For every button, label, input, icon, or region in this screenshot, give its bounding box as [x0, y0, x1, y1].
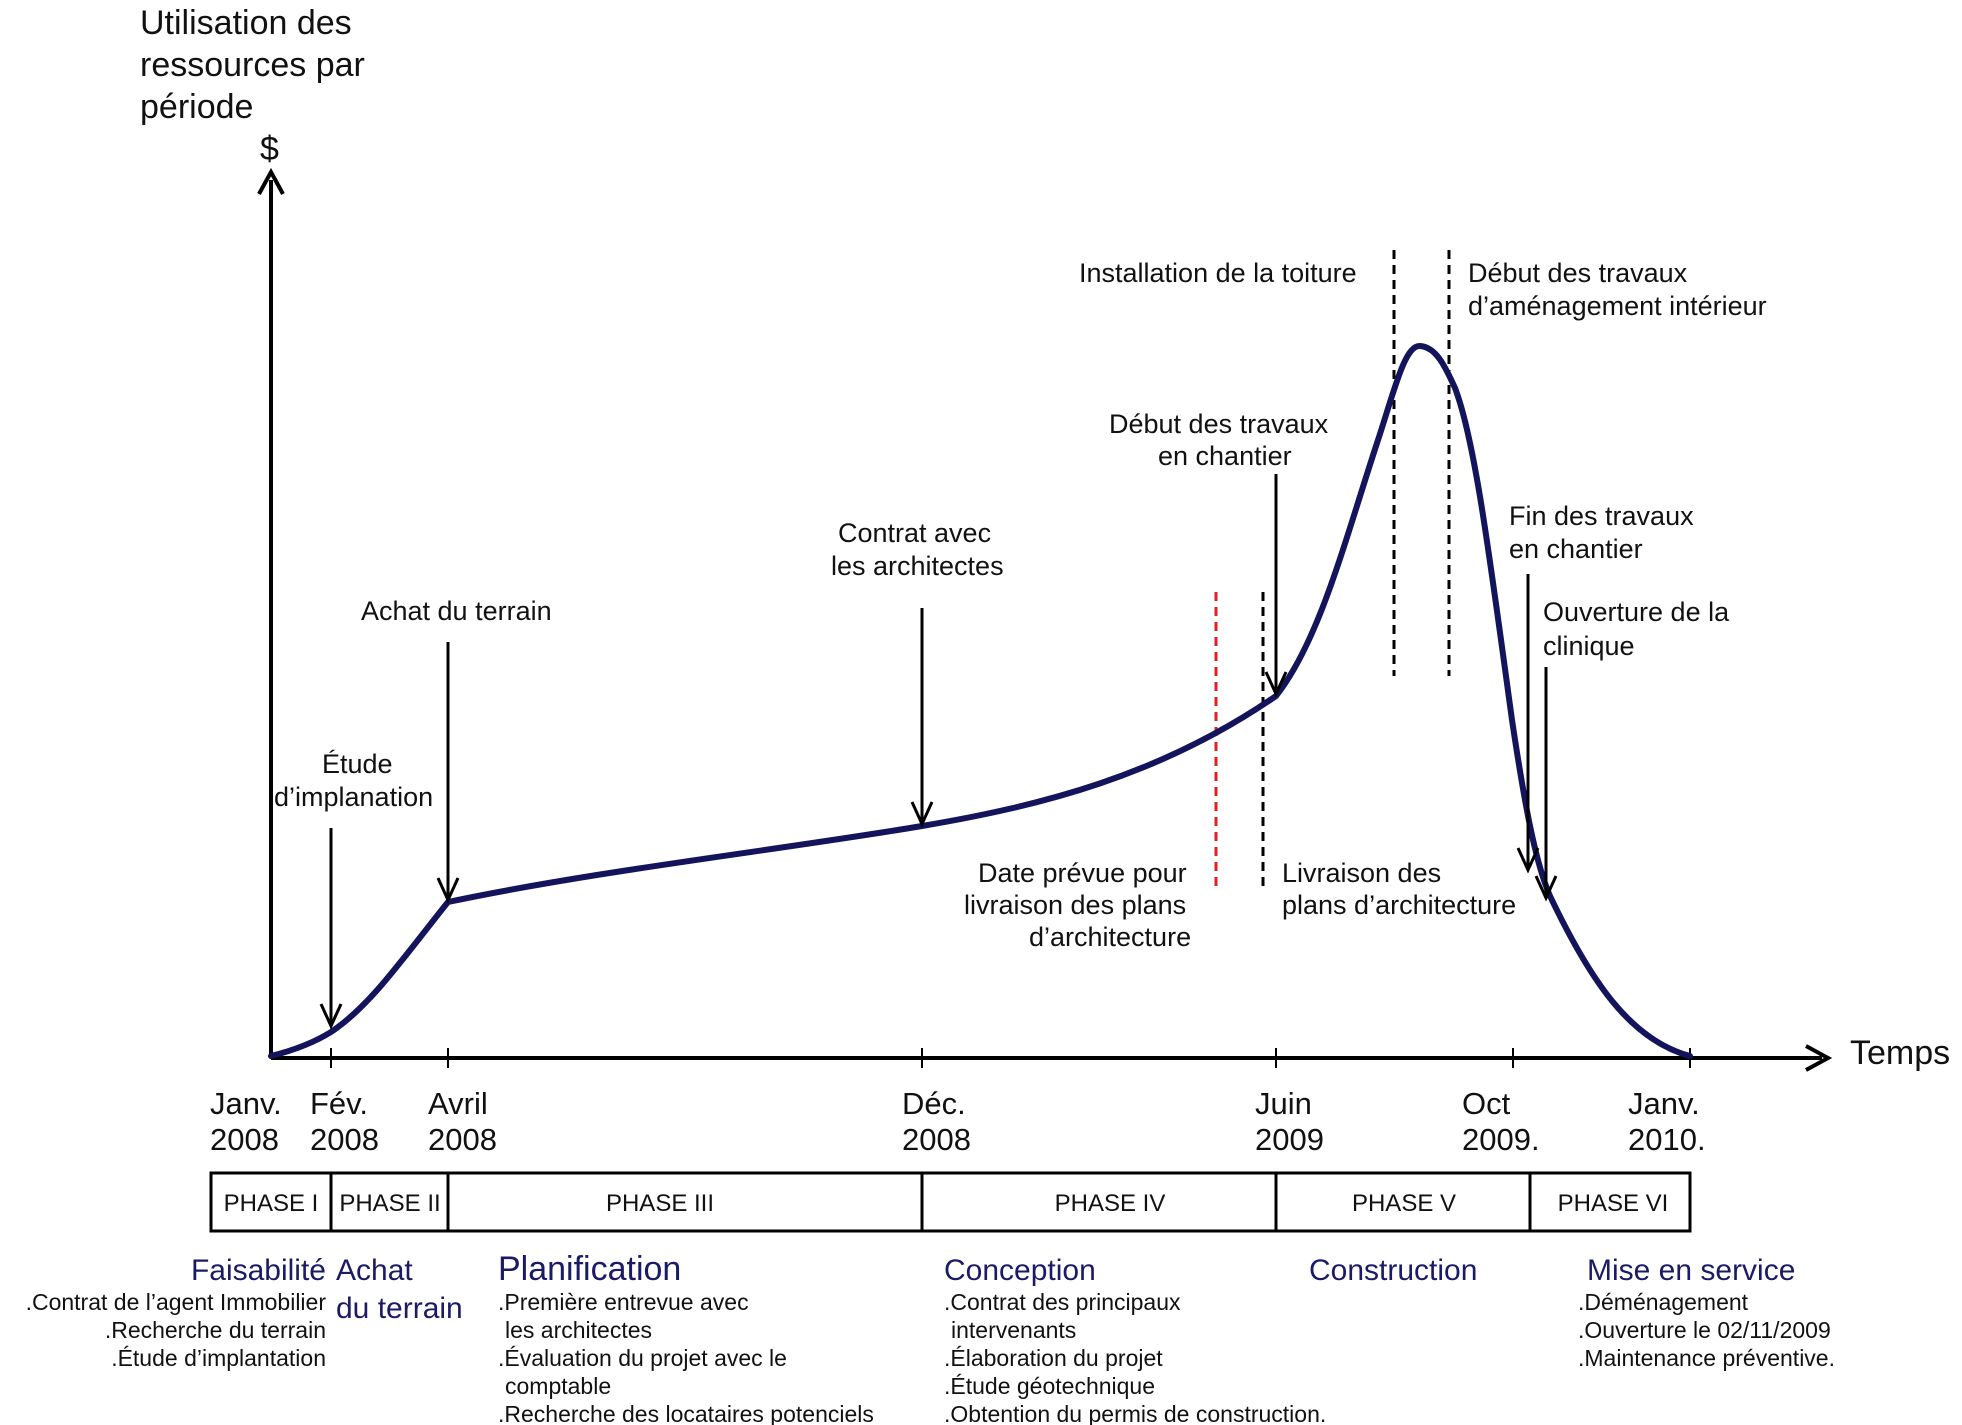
tick-label-1-month: Janv. — [210, 1086, 282, 1121]
planification-item-4: comptable — [505, 1373, 611, 1399]
tick-label-6-month: Oct — [1462, 1086, 1511, 1121]
mise-en-service-item-2: .Ouverture le 02/11/2009 — [1578, 1317, 1831, 1343]
phase-title-planification: Planification — [498, 1250, 681, 1288]
phase-label-5: PHASE V — [1352, 1190, 1456, 1217]
arrow-ouverture-head — [1534, 875, 1558, 902]
tick-label-4-year: 2008 — [902, 1122, 971, 1157]
annotation-contrat-2: les architectes — [831, 551, 1004, 581]
faisabilite-item-3: .Étude d’implantation — [111, 1345, 326, 1371]
annotation-fin-chantier-2: en chantier — [1509, 534, 1643, 564]
tick-label-2-month: Fév. — [310, 1086, 368, 1121]
mise-en-service-item-3: .Maintenance préventive. — [1578, 1345, 1835, 1371]
planification-item-5: .Recherche des locataires potenciels — [498, 1401, 874, 1425]
annotation-ouverture-1: Ouverture de la — [1543, 597, 1730, 627]
resource-curve — [268, 343, 1693, 1059]
planification-item-2: les architectes — [505, 1317, 652, 1343]
tick-label-5-month: Juin — [1255, 1086, 1312, 1121]
tick-label-2-year: 2008 — [310, 1122, 379, 1157]
annotation-achat: Achat du terrain — [361, 596, 552, 626]
tick-label-5-year: 2009 — [1255, 1122, 1324, 1157]
event-arrows — [319, 474, 1558, 1030]
phase-title-achat-2: du terrain — [336, 1292, 463, 1325]
annotation-toiture: Installation de la toiture — [1079, 258, 1357, 288]
arrow-fin-chantier-head — [1516, 847, 1540, 874]
annotation-etude-1: Étude — [322, 749, 393, 779]
conception-item-2: intervenants — [951, 1317, 1076, 1343]
annotation-debut-chantier-2: en chantier — [1158, 441, 1292, 471]
annotation-date-prevue-2: livraison des plans — [964, 890, 1186, 920]
annotation-fin-chantier-1: Fin des travaux — [1509, 501, 1694, 531]
x-axis-arrow — [1805, 1044, 1833, 1072]
phase-label-3: PHASE III — [606, 1190, 714, 1217]
y-axis-arrow — [257, 167, 285, 195]
arrow-debut-chantier-head — [1264, 671, 1288, 698]
faisabilite-item-2: .Recherche du terrain — [105, 1317, 326, 1343]
x-ticks — [330, 1048, 1691, 1068]
conception-item-3: .Élaboration du projet — [944, 1345, 1163, 1371]
phase-title-achat-1: Achat — [336, 1254, 413, 1287]
y-axis-title-line-1: Utilisation des — [140, 4, 352, 42]
arrow-contrat-head — [910, 801, 934, 828]
tick-label-7-year: 2010. — [1628, 1122, 1706, 1157]
planification-item-3: .Évaluation du projet avec le — [498, 1345, 787, 1371]
tick-label-3-month: Avril — [428, 1086, 488, 1121]
phase-title-mise-en-service: Mise en service — [1587, 1254, 1795, 1287]
y-axis-title-line-2: ressources par — [140, 46, 365, 84]
annotation-date-prevue-3: d’architecture — [1029, 922, 1191, 952]
x-axis-title: Temps — [1850, 1034, 1950, 1072]
y-axis-unit: $ — [260, 130, 279, 168]
annotation-etude-2: d’implanation — [274, 782, 433, 812]
tick-label-6-year: 2009. — [1462, 1122, 1540, 1157]
phase-title-conception: Conception — [944, 1254, 1096, 1287]
phase-label-1: PHASE I — [224, 1190, 319, 1217]
conception-item-4: .Étude géotechnique — [944, 1373, 1155, 1399]
planification-item-1: .Première entrevue avec — [498, 1289, 749, 1315]
phase-label-6: PHASE VI — [1558, 1190, 1669, 1217]
annotation-livraison-2: plans d’architecture — [1282, 890, 1516, 920]
faisabilite-item-1: .Contrat de l’agent Immobilier — [26, 1289, 327, 1315]
conception-item-1: .Contrat des principaux — [944, 1289, 1181, 1315]
annotation-amenagement-2: d’aménagement intérieur — [1468, 291, 1767, 321]
tick-label-4-month: Déc. — [902, 1086, 966, 1121]
phase-title-faisabilite: Faisabilité — [191, 1254, 326, 1287]
tick-label-7-month: Janv. — [1628, 1086, 1700, 1121]
annotation-date-prevue-1: Date prévue pour — [978, 858, 1187, 888]
annotation-amenagement-1: Début des travaux — [1468, 258, 1688, 288]
annotation-ouverture-2: clinique — [1543, 631, 1635, 661]
arrow-achat-head — [436, 877, 460, 904]
phase-label-4: PHASE IV — [1055, 1190, 1166, 1217]
y-axis-title-line-3: période — [140, 88, 253, 126]
phase-bar-frame — [209, 1171, 1692, 1233]
annotation-contrat-1: Contrat avec — [838, 518, 991, 548]
phase-title-construction: Construction — [1309, 1254, 1477, 1287]
phase-label-2: PHASE II — [339, 1190, 440, 1217]
mise-en-service-item-1: .Déménagement — [1578, 1289, 1749, 1315]
conception-item-5: .Obtention du permis de construction. — [944, 1401, 1326, 1425]
tick-label-1-year: 2008 — [210, 1122, 279, 1157]
annotation-debut-chantier-1: Début des travaux — [1109, 409, 1329, 439]
tick-label-3-year: 2008 — [428, 1122, 497, 1157]
phase-bar: PHASE I PHASE II PHASE III PHASE IV PHAS… — [209, 1171, 1692, 1233]
arrow-etude-head — [319, 1003, 343, 1030]
annotation-livraison-1: Livraison des — [1282, 858, 1441, 888]
